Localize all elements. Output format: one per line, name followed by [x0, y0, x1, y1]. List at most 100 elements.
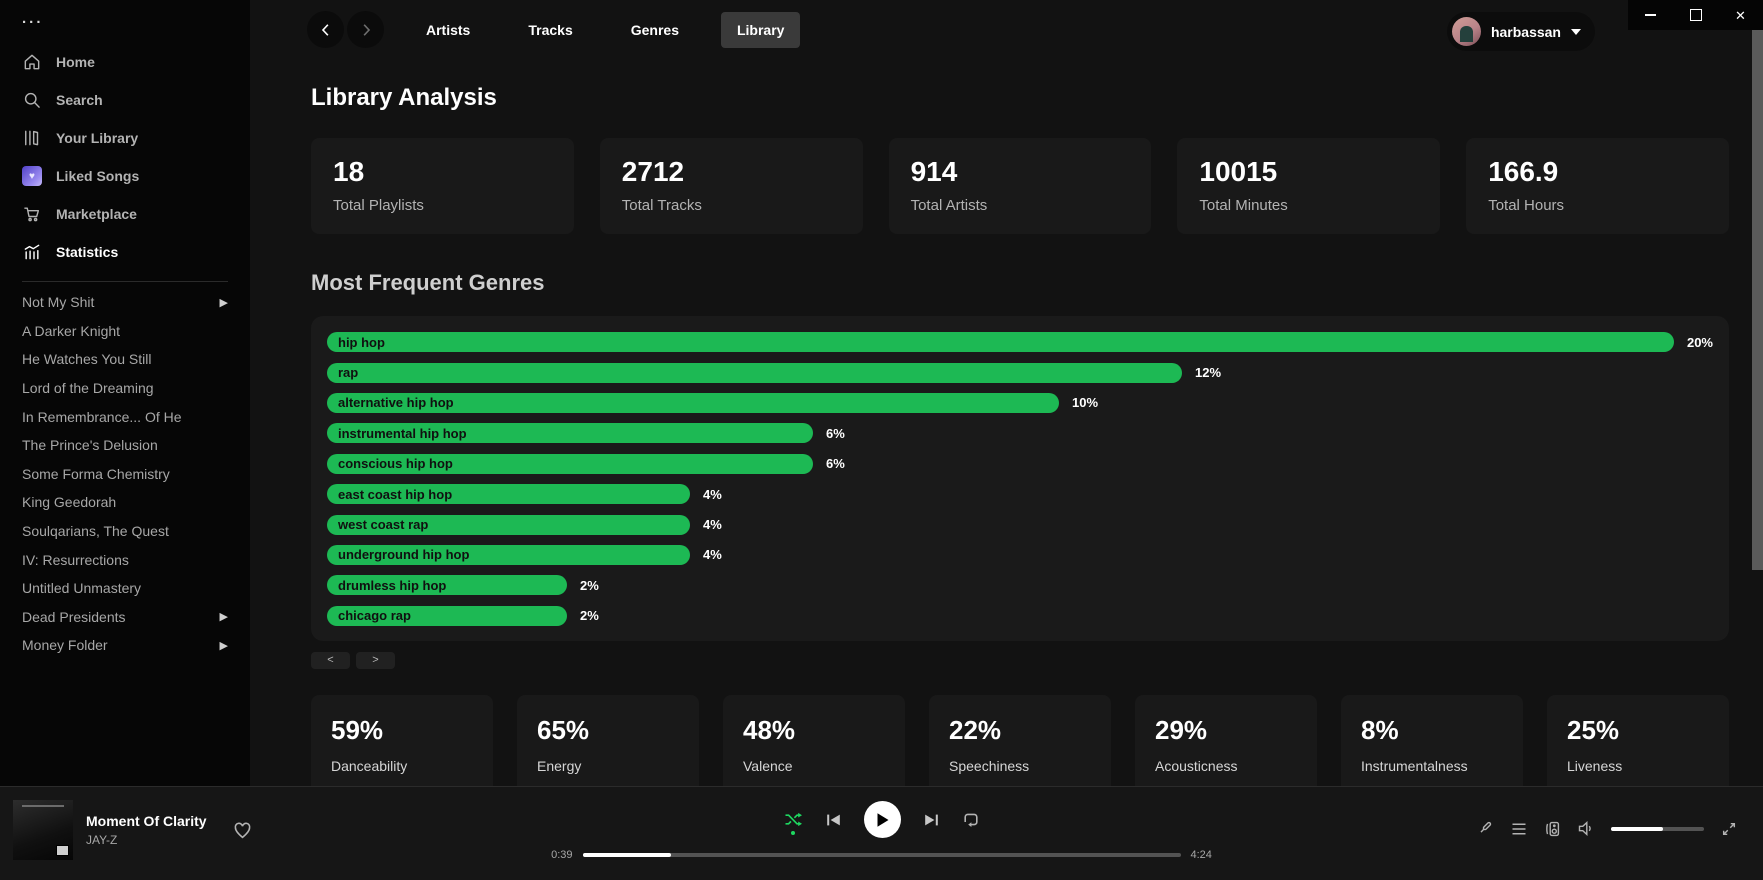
track-title[interactable]: Moment Of Clarity: [86, 813, 207, 829]
stat-label: Total Playlists: [333, 197, 424, 214]
playlist-label: IV: Resurrections: [22, 551, 129, 568]
queue-icon: [1512, 822, 1526, 835]
sidebar-playlist-item[interactable]: Untitled Unmastery: [0, 574, 250, 603]
progress-bar[interactable]: [582, 853, 1181, 857]
user-menu[interactable]: harbassan: [1446, 12, 1595, 51]
sidebar-item-home[interactable]: Home: [0, 43, 250, 81]
next-button[interactable]: [923, 812, 940, 828]
library-stats-row: 18 Total Playlists 2712 Total Tracks 914 T…: [311, 138, 1729, 234]
sidebar-item-your-library[interactable]: Your Library: [0, 119, 250, 157]
feature-value: 59%: [331, 714, 384, 745]
audio-feature-card: 29% Acousticness: [1135, 694, 1317, 786]
feature-value: 65%: [537, 714, 590, 745]
volume-slider[interactable]: [1611, 826, 1704, 831]
stat-value: 166.9: [1488, 156, 1559, 187]
progress-bar-row: 0:39 4:24: [543, 849, 1221, 861]
genre-bar[interactable]: instrumental hip hop: [327, 423, 813, 444]
sidebar: ... Home Search Your Library ♥ Liked Song…: [0, 0, 250, 786]
audio-feature-card: 65% Energy: [517, 694, 699, 786]
window-controls: ✕: [1628, 0, 1763, 30]
avatar: [1451, 17, 1481, 46]
previous-track-icon: [826, 814, 840, 825]
player-right-controls: [1477, 820, 1737, 837]
search-icon: [22, 90, 42, 110]
sidebar-item-statistics[interactable]: Statistics: [0, 233, 250, 271]
genre-bar[interactable]: underground hip hop: [327, 544, 690, 565]
cart-icon: [22, 204, 42, 224]
feature-value: 29%: [1155, 714, 1208, 745]
previous-button[interactable]: [825, 812, 842, 828]
genre-bar-label: hip hop: [338, 334, 385, 350]
queue-button[interactable]: [1511, 822, 1527, 836]
tab-library[interactable]: Library: [720, 12, 801, 48]
genre-bar[interactable]: rap: [327, 362, 1182, 383]
microphone-icon: [1480, 821, 1492, 833]
like-button[interactable]: [233, 821, 252, 839]
sidebar-item-label: Search: [56, 92, 103, 108]
chart-next-button[interactable]: >: [356, 651, 395, 669]
genre-bar[interactable]: chicago rap: [327, 605, 567, 626]
tab-artists[interactable]: Artists: [426, 22, 471, 38]
sidebar-playlist-item[interactable]: Some Forma Chemistry: [0, 460, 250, 489]
stat-value: 18: [333, 156, 365, 187]
sidebar-playlist-item[interactable]: The Prince's Delusion: [0, 431, 250, 460]
scrollbar-thumb[interactable]: [1752, 30, 1763, 570]
tab-tracks[interactable]: Tracks: [528, 22, 573, 38]
maximize-button[interactable]: [1673, 0, 1718, 30]
track-artist[interactable]: JAY-Z: [86, 833, 118, 847]
liked-heart-icon: ♥: [22, 166, 42, 186]
genre-bar[interactable]: west coast rap: [327, 514, 690, 535]
back-button[interactable]: [307, 11, 344, 48]
shuffle-button[interactable]: [784, 811, 803, 835]
folder-expand-icon[interactable]: ▶: [219, 639, 228, 652]
sidebar-playlist-item[interactable]: A Darker Knight: [0, 317, 250, 346]
feature-value: 25%: [1567, 714, 1620, 745]
genre-bar[interactable]: drumless hip hop: [327, 575, 567, 596]
fullscreen-button[interactable]: [1721, 821, 1737, 837]
sidebar-item-label: Home: [56, 54, 95, 70]
sidebar-playlist-item[interactable]: Soulqarians, The Quest: [0, 517, 250, 546]
sidebar-playlist-item[interactable]: Not My Shit ▶: [0, 288, 250, 317]
sidebar-playlist-item[interactable]: In Remembrance... Of He: [0, 402, 250, 431]
play-icon: [877, 812, 888, 827]
sidebar-playlist-item[interactable]: Lord of the Dreaming: [0, 374, 250, 403]
devices-icon: [1546, 821, 1560, 836]
player-bar: Moment Of Clarity JAY-Z: [0, 786, 1763, 880]
playlist-label: Not My Shit: [22, 294, 95, 311]
minimize-button[interactable]: [1628, 0, 1673, 30]
forward-button[interactable]: [347, 11, 384, 48]
genre-bar-label: conscious hip hop: [338, 456, 453, 472]
sidebar-playlist-item[interactable]: IV: Resurrections: [0, 545, 250, 574]
sidebar-playlist-item[interactable]: Money Folder ▶: [0, 631, 250, 660]
stat-label: Total Artists: [910, 197, 988, 214]
genre-bar-value: 4%: [703, 486, 722, 502]
folder-expand-icon[interactable]: ▶: [219, 611, 228, 624]
play-button[interactable]: [863, 801, 901, 838]
sidebar-playlists: Not My Shit ▶ A Darker Knight He Watches Yo…: [0, 288, 250, 660]
sidebar-item-marketplace[interactable]: Marketplace: [0, 195, 250, 233]
close-button[interactable]: ✕: [1718, 0, 1763, 30]
connect-device-button[interactable]: [1544, 821, 1561, 837]
folder-expand-icon[interactable]: ▶: [219, 296, 228, 309]
sidebar-playlist-item[interactable]: King Geedorah: [0, 488, 250, 517]
volume-button[interactable]: [1578, 821, 1594, 836]
sidebar-item-search[interactable]: Search: [0, 81, 250, 119]
genre-bar[interactable]: conscious hip hop: [327, 453, 813, 474]
chart-prev-button[interactable]: <: [311, 651, 350, 669]
sidebar-playlist-item[interactable]: He Watches You Still: [0, 345, 250, 374]
genre-bar-row: drumless hip hop 2%: [327, 570, 1713, 600]
sidebar-item-liked-songs[interactable]: ♥ Liked Songs: [0, 157, 250, 195]
playlist-label: King Geedorah: [22, 494, 117, 511]
album-art[interactable]: [13, 800, 73, 860]
app-menu-button[interactable]: ...: [22, 10, 44, 27]
genre-bar[interactable]: alternative hip hop: [327, 392, 1059, 413]
lyrics-button[interactable]: [1477, 820, 1494, 837]
progress-fill: [582, 853, 671, 857]
genre-bar[interactable]: east coast hip hop: [327, 484, 690, 505]
genre-bar[interactable]: hip hop: [327, 332, 1674, 353]
playlist-label: Soulqarians, The Quest: [22, 523, 169, 540]
genre-bar-row: east coast hip hop 4%: [327, 479, 1713, 509]
sidebar-playlist-item[interactable]: Dead Presidents ▶: [0, 603, 250, 632]
tab-genres[interactable]: Genres: [630, 22, 679, 38]
repeat-button[interactable]: [962, 811, 980, 828]
